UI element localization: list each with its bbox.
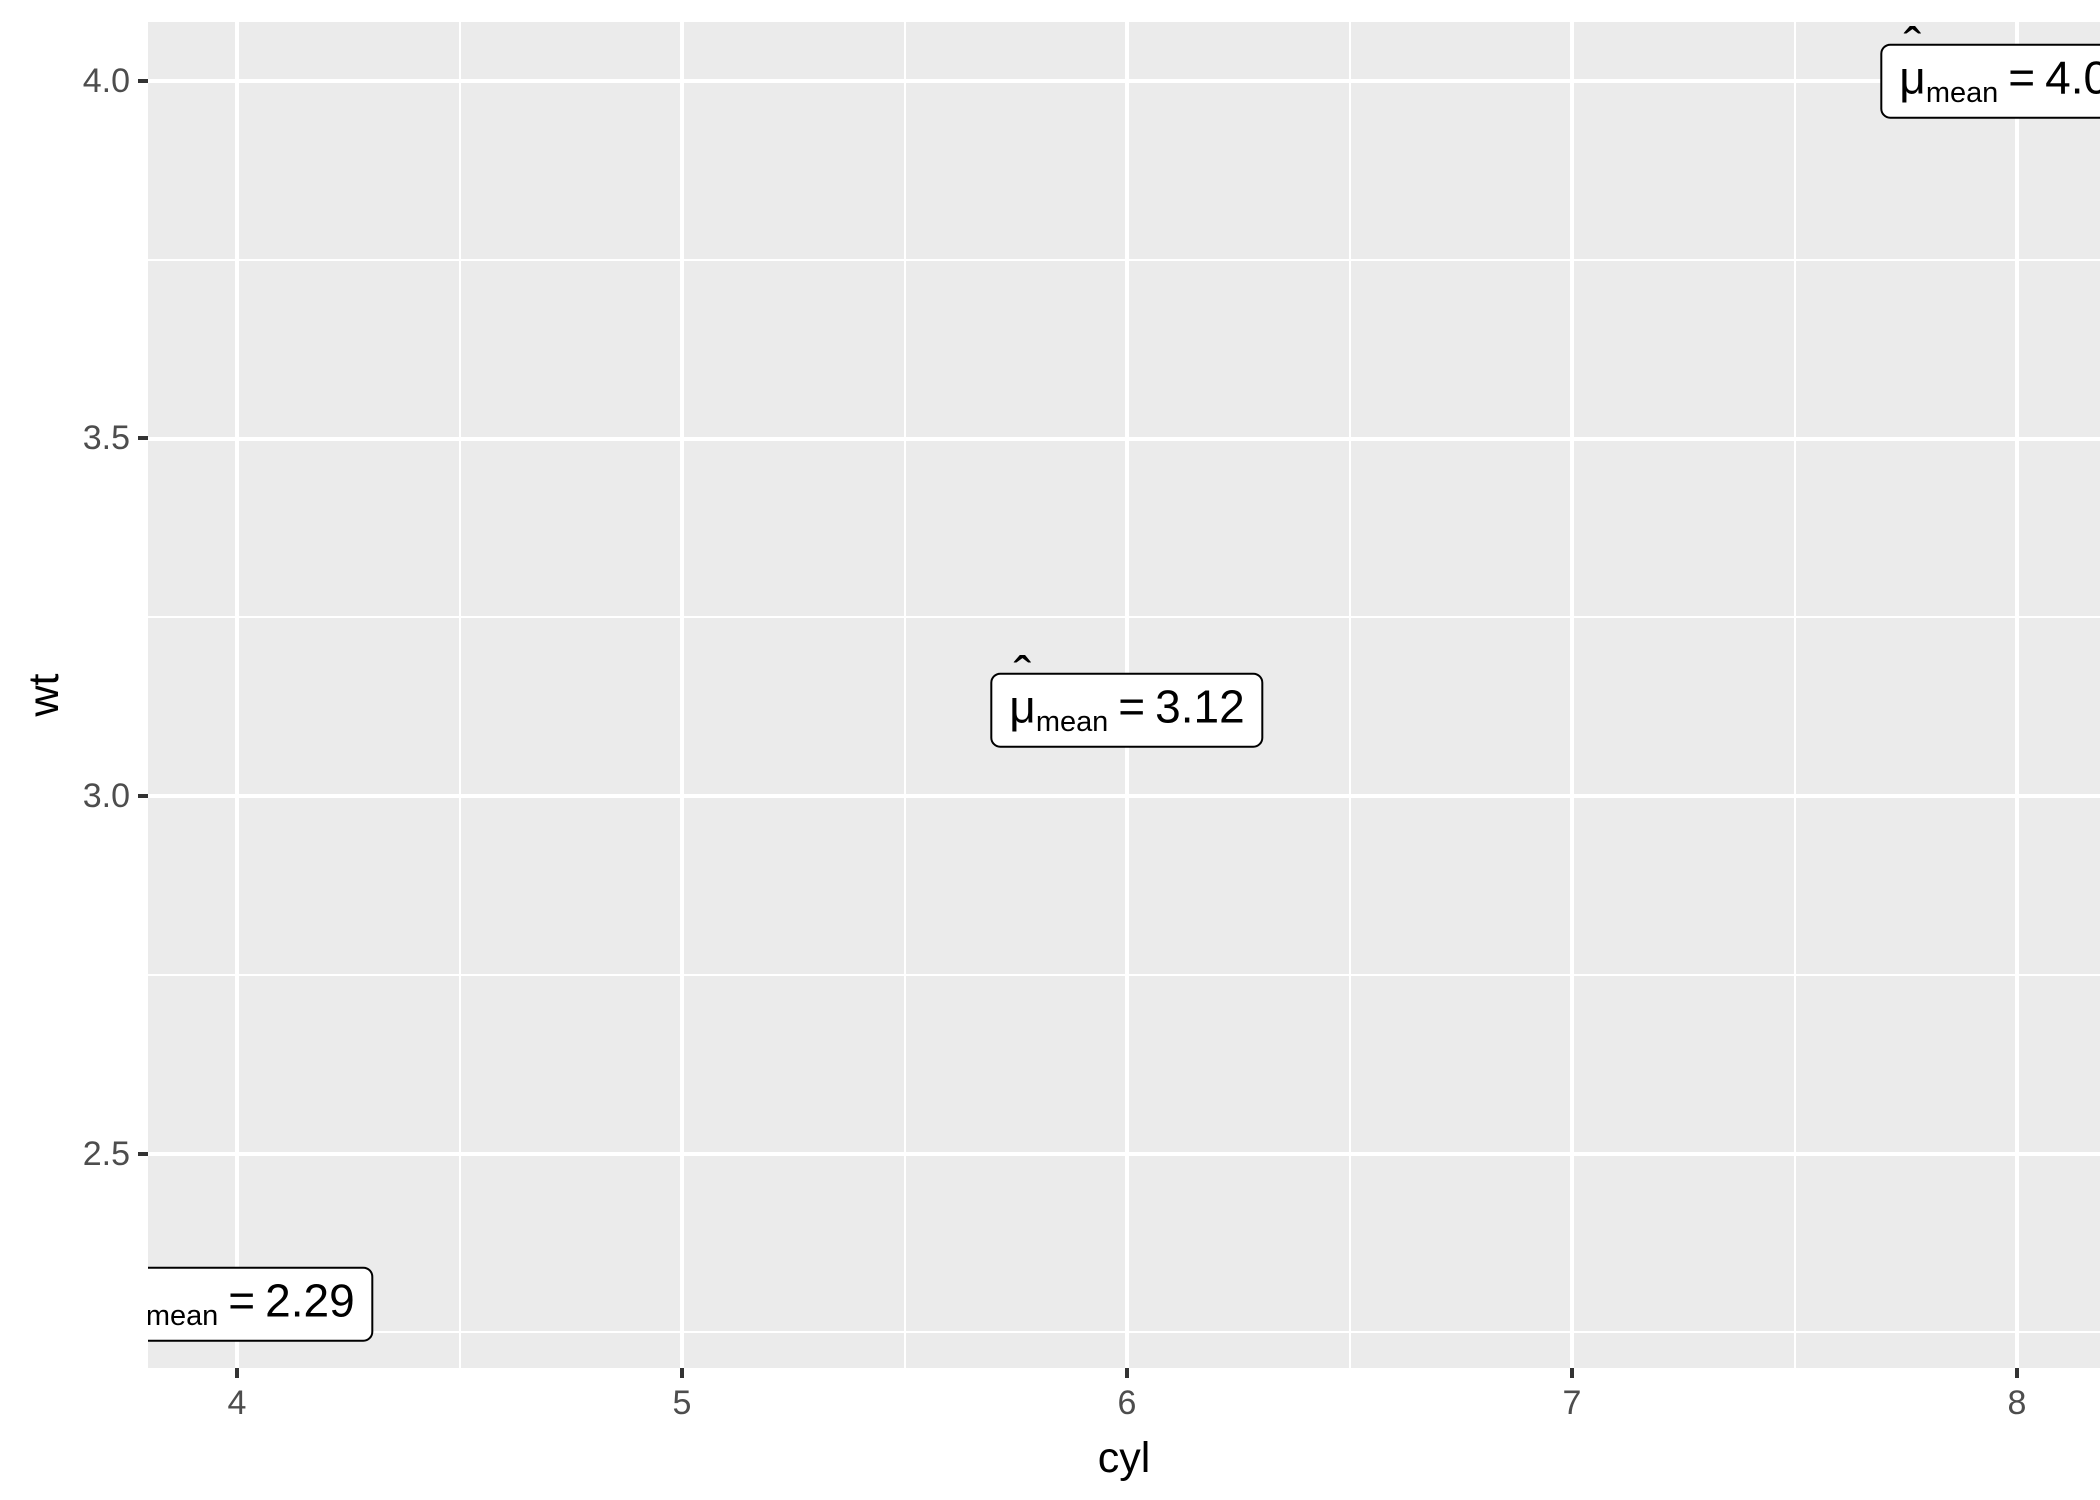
gridline-x-major <box>235 22 239 1368</box>
gridline-x-major <box>1570 22 1574 1368</box>
mean-value: 3.12 <box>1155 680 1245 733</box>
mean-label-cyl6: ˆ μmean = 3.12 <box>990 647 1264 748</box>
x-tick-mark <box>1125 1368 1129 1378</box>
gridline-y-major <box>148 437 2100 441</box>
y-tick-mark <box>138 79 148 83</box>
x-tick-label: 7 <box>1562 1384 1582 1422</box>
gridline-x-major <box>2015 22 2019 1368</box>
x-tick-label: 6 <box>1117 1384 1137 1422</box>
gridline-y-minor <box>148 616 2100 618</box>
y-tick-mark <box>138 1152 148 1156</box>
gridline-y-major <box>148 794 2100 798</box>
gridline-y-minor <box>148 259 2100 261</box>
x-axis-title: cyl <box>1097 1434 1151 1482</box>
gridline-y-minor <box>148 1331 2100 1333</box>
gridline-y-major <box>148 1152 2100 1156</box>
gridline-y-major <box>148 79 2100 83</box>
y-tick-label: 2.5 <box>82 1135 130 1173</box>
x-tick-mark <box>1570 1368 1574 1378</box>
equals-sign: = <box>1118 680 1146 733</box>
gridline-x-minor <box>904 22 906 1368</box>
equals-sign: = <box>228 1274 256 1327</box>
y-tick-mark <box>138 436 148 440</box>
y-axis-title: wt <box>20 673 68 717</box>
y-tick-label: 4.0 <box>82 62 130 100</box>
mean-subscript: mean <box>1035 705 1109 738</box>
mu-glyph: μ <box>1899 51 1926 104</box>
mean-value: 4.00 <box>2045 51 2100 104</box>
x-tick-label: 8 <box>2007 1384 2027 1422</box>
y-tick-label: 3.5 <box>82 419 130 457</box>
gridline-x-minor <box>1349 22 1351 1368</box>
x-tick-mark <box>2015 1368 2019 1378</box>
hat-accent: ˆ <box>1903 22 1922 77</box>
mean-subscript: mean <box>1925 76 1999 109</box>
mean-subscript: mean <box>148 1299 219 1332</box>
x-tick-mark <box>680 1368 684 1378</box>
y-tick-label: 3.0 <box>82 777 130 815</box>
x-tick-mark <box>235 1368 239 1378</box>
hat-accent: ˆ <box>1013 646 1032 706</box>
equals-sign: = <box>2008 51 2036 104</box>
gridline-y-minor <box>148 974 2100 976</box>
x-tick-label: 5 <box>672 1384 692 1422</box>
gridline-x-minor <box>1794 22 1796 1368</box>
gridline-x-minor <box>459 22 461 1368</box>
mu-glyph: μ <box>1009 680 1036 733</box>
mean-value: 2.29 <box>265 1274 355 1327</box>
x-tick-label: 4 <box>227 1384 247 1422</box>
gridline-x-major <box>680 22 684 1368</box>
y-tick-mark <box>138 794 148 798</box>
